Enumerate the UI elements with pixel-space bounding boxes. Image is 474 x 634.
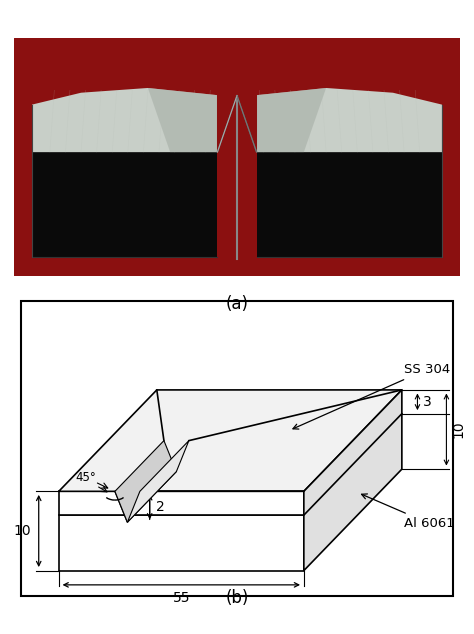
Polygon shape <box>304 390 402 571</box>
Polygon shape <box>257 88 326 152</box>
Polygon shape <box>148 88 217 152</box>
Text: (b): (b) <box>225 589 249 607</box>
Polygon shape <box>32 152 217 257</box>
Text: 3: 3 <box>423 395 431 409</box>
Polygon shape <box>128 441 189 522</box>
Polygon shape <box>257 88 442 152</box>
Text: SS 304: SS 304 <box>293 363 450 429</box>
Text: 2: 2 <box>156 500 165 514</box>
Text: 10: 10 <box>13 524 31 538</box>
Polygon shape <box>115 491 140 522</box>
Polygon shape <box>32 88 217 152</box>
Polygon shape <box>59 491 304 515</box>
Text: (a): (a) <box>226 295 248 313</box>
Text: 55: 55 <box>173 591 190 605</box>
Polygon shape <box>115 441 176 522</box>
Text: 45°: 45° <box>75 470 96 484</box>
Text: Al 6061: Al 6061 <box>362 494 455 530</box>
Polygon shape <box>59 515 304 571</box>
Polygon shape <box>59 390 402 491</box>
Polygon shape <box>257 152 442 257</box>
Text: 10: 10 <box>452 421 466 438</box>
